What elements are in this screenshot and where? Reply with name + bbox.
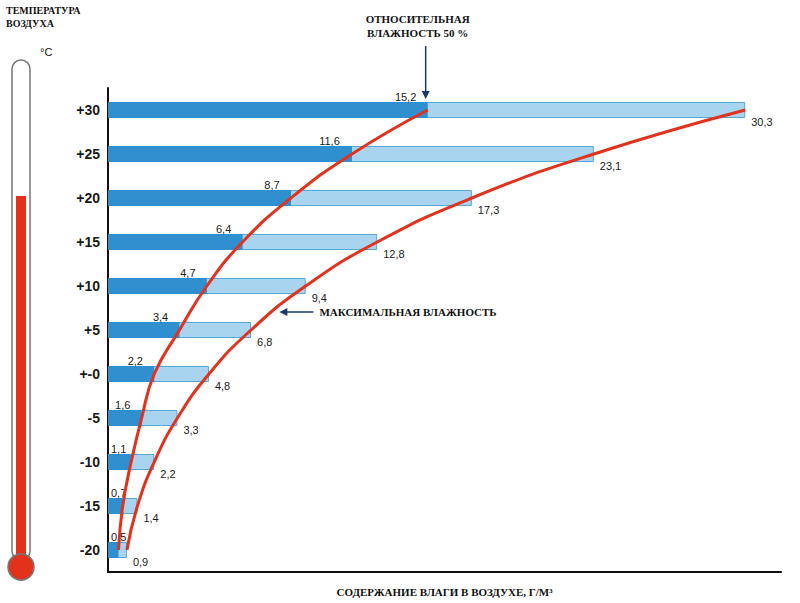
svg-text:0,7: 0,7 [111, 487, 127, 499]
svg-text:+15: +15 [76, 234, 100, 250]
svg-text:МАКСИМАЛЬНАЯ ВЛАЖНОСТЬ: МАКСИМАЛЬНАЯ ВЛАЖНОСТЬ [319, 306, 496, 318]
svg-text:-10: -10 [80, 454, 100, 470]
svg-text:3,3: 3,3 [183, 424, 198, 436]
svg-text:2,2: 2,2 [128, 355, 143, 367]
svg-text:1,6: 1,6 [115, 399, 130, 411]
svg-text:+20: +20 [76, 190, 100, 206]
svg-text:ВОЗДУХА: ВОЗДУХА [6, 18, 55, 29]
svg-text:23,1: 23,1 [600, 160, 621, 172]
svg-text:4,8: 4,8 [215, 380, 230, 392]
svg-text:-5: -5 [88, 410, 101, 426]
svg-text:ВЛАЖНОСТЬ 50 %: ВЛАЖНОСТЬ 50 % [367, 27, 468, 39]
svg-text:4,7: 4,7 [180, 267, 195, 279]
svg-text:0,9: 0,9 [133, 556, 148, 568]
svg-text:ОТНОСИТЕЛЬНАЯ: ОТНОСИТЕЛЬНАЯ [366, 13, 470, 25]
svg-text:15,2: 15,2 [395, 91, 416, 103]
svg-text:2,2: 2,2 [160, 468, 175, 480]
svg-text:-20: -20 [80, 542, 100, 558]
svg-text:6,8: 6,8 [257, 336, 272, 348]
svg-text:°C: °C [40, 46, 52, 58]
svg-text:30,3: 30,3 [751, 116, 772, 128]
svg-text:3,4: 3,4 [153, 311, 168, 323]
svg-text:-15: -15 [80, 498, 100, 514]
svg-text:9,4: 9,4 [312, 292, 327, 304]
svg-text:12,8: 12,8 [383, 248, 404, 260]
svg-text:0,5: 0,5 [111, 531, 127, 543]
svg-text:+-0: +-0 [79, 366, 100, 382]
svg-text:СОДЕРЖАНИЕ ВЛАГИ В ВОЗДУХЕ, Г/: СОДЕРЖАНИЕ ВЛАГИ В ВОЗДУХЕ, Г/М³ [337, 586, 554, 598]
svg-text:17,3: 17,3 [478, 204, 499, 216]
svg-text:+10: +10 [76, 278, 100, 294]
svg-text:1,4: 1,4 [143, 512, 158, 524]
svg-text:+25: +25 [76, 146, 100, 162]
svg-text:+5: +5 [84, 322, 100, 338]
svg-text:ТЕМПЕРАТУРА: ТЕМПЕРАТУРА [6, 5, 81, 16]
svg-text:6,4: 6,4 [216, 223, 231, 235]
svg-text:8,7: 8,7 [264, 179, 279, 191]
svg-text:11,6: 11,6 [319, 135, 340, 147]
svg-text:1,1: 1,1 [111, 443, 126, 455]
svg-text:+30: +30 [76, 102, 100, 118]
